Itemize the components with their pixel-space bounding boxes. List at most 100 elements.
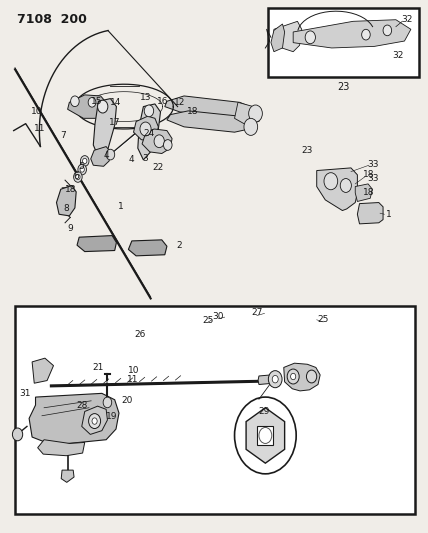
Circle shape bbox=[235, 397, 296, 474]
Polygon shape bbox=[235, 102, 261, 124]
Circle shape bbox=[268, 370, 282, 387]
Text: 7: 7 bbox=[60, 132, 66, 140]
Polygon shape bbox=[317, 168, 357, 211]
Text: 14: 14 bbox=[110, 98, 121, 107]
Circle shape bbox=[154, 135, 164, 148]
Text: 24: 24 bbox=[143, 129, 155, 138]
Text: 30: 30 bbox=[213, 312, 224, 321]
Text: 12: 12 bbox=[174, 98, 185, 107]
Text: 9: 9 bbox=[67, 224, 73, 232]
Polygon shape bbox=[138, 104, 160, 160]
Text: 23: 23 bbox=[302, 146, 313, 155]
Polygon shape bbox=[246, 408, 285, 463]
Text: 29: 29 bbox=[259, 407, 270, 416]
Polygon shape bbox=[167, 111, 253, 132]
Circle shape bbox=[80, 167, 84, 172]
Circle shape bbox=[244, 118, 258, 135]
Circle shape bbox=[71, 96, 79, 107]
Circle shape bbox=[144, 105, 154, 117]
Polygon shape bbox=[61, 470, 74, 482]
Polygon shape bbox=[355, 184, 372, 201]
Text: 13: 13 bbox=[140, 93, 151, 101]
Text: 25: 25 bbox=[318, 316, 329, 324]
Polygon shape bbox=[128, 240, 167, 256]
Circle shape bbox=[259, 427, 272, 443]
Polygon shape bbox=[293, 20, 411, 48]
Polygon shape bbox=[38, 440, 85, 456]
Circle shape bbox=[163, 140, 172, 150]
Circle shape bbox=[305, 31, 315, 44]
Circle shape bbox=[89, 414, 101, 429]
Polygon shape bbox=[165, 96, 253, 118]
Polygon shape bbox=[274, 21, 302, 52]
Circle shape bbox=[306, 370, 317, 383]
Polygon shape bbox=[77, 236, 116, 252]
Polygon shape bbox=[29, 393, 119, 445]
Circle shape bbox=[76, 174, 80, 180]
Polygon shape bbox=[271, 24, 285, 52]
Text: 2: 2 bbox=[176, 241, 182, 249]
Polygon shape bbox=[258, 375, 272, 384]
Polygon shape bbox=[258, 426, 273, 445]
Circle shape bbox=[80, 156, 89, 166]
Polygon shape bbox=[357, 203, 383, 224]
Text: 10: 10 bbox=[31, 108, 42, 116]
Circle shape bbox=[98, 100, 108, 113]
Text: 25: 25 bbox=[202, 317, 213, 325]
Circle shape bbox=[324, 173, 338, 190]
Polygon shape bbox=[68, 95, 106, 118]
Circle shape bbox=[340, 179, 351, 192]
Circle shape bbox=[83, 158, 87, 164]
Text: 17: 17 bbox=[109, 118, 120, 127]
Circle shape bbox=[106, 149, 115, 160]
Polygon shape bbox=[91, 147, 110, 166]
Text: 1: 1 bbox=[118, 202, 124, 211]
Polygon shape bbox=[134, 116, 158, 141]
Text: 19: 19 bbox=[107, 413, 118, 421]
Text: 23: 23 bbox=[337, 82, 350, 92]
Circle shape bbox=[88, 98, 96, 107]
Circle shape bbox=[291, 373, 296, 379]
Polygon shape bbox=[284, 363, 320, 391]
Circle shape bbox=[74, 172, 82, 182]
Text: 4: 4 bbox=[129, 156, 135, 164]
Text: 20: 20 bbox=[122, 397, 133, 405]
Text: 11: 11 bbox=[127, 375, 138, 384]
Text: 28: 28 bbox=[77, 401, 88, 409]
Text: 7108  200: 7108 200 bbox=[17, 13, 87, 26]
Text: 18: 18 bbox=[363, 189, 374, 197]
Polygon shape bbox=[82, 406, 107, 434]
Text: 32: 32 bbox=[392, 52, 404, 60]
Text: 4: 4 bbox=[103, 151, 109, 160]
Text: 16: 16 bbox=[157, 97, 168, 106]
Polygon shape bbox=[93, 99, 116, 157]
Text: 10: 10 bbox=[128, 366, 139, 375]
Text: 18: 18 bbox=[363, 171, 374, 179]
Circle shape bbox=[383, 25, 392, 36]
Circle shape bbox=[103, 397, 112, 408]
Circle shape bbox=[12, 428, 23, 441]
Text: 3: 3 bbox=[142, 155, 148, 163]
FancyBboxPatch shape bbox=[268, 8, 419, 77]
Text: 15: 15 bbox=[91, 97, 102, 106]
Text: 31: 31 bbox=[19, 389, 30, 398]
Circle shape bbox=[92, 418, 97, 424]
Text: 22: 22 bbox=[152, 164, 163, 172]
Polygon shape bbox=[142, 129, 172, 154]
Circle shape bbox=[287, 369, 299, 384]
Text: 27: 27 bbox=[251, 309, 262, 317]
Text: 5: 5 bbox=[78, 162, 84, 171]
FancyBboxPatch shape bbox=[15, 306, 415, 514]
Text: 8: 8 bbox=[63, 205, 69, 213]
Text: 26: 26 bbox=[135, 330, 146, 339]
Circle shape bbox=[140, 122, 151, 136]
Text: 32: 32 bbox=[401, 15, 412, 24]
Text: 18: 18 bbox=[65, 185, 76, 193]
Text: 33: 33 bbox=[368, 174, 379, 183]
Text: 18: 18 bbox=[187, 108, 198, 116]
Polygon shape bbox=[56, 185, 76, 216]
Polygon shape bbox=[32, 358, 54, 383]
Circle shape bbox=[362, 29, 370, 40]
Text: 11: 11 bbox=[34, 125, 45, 133]
Circle shape bbox=[78, 164, 86, 175]
